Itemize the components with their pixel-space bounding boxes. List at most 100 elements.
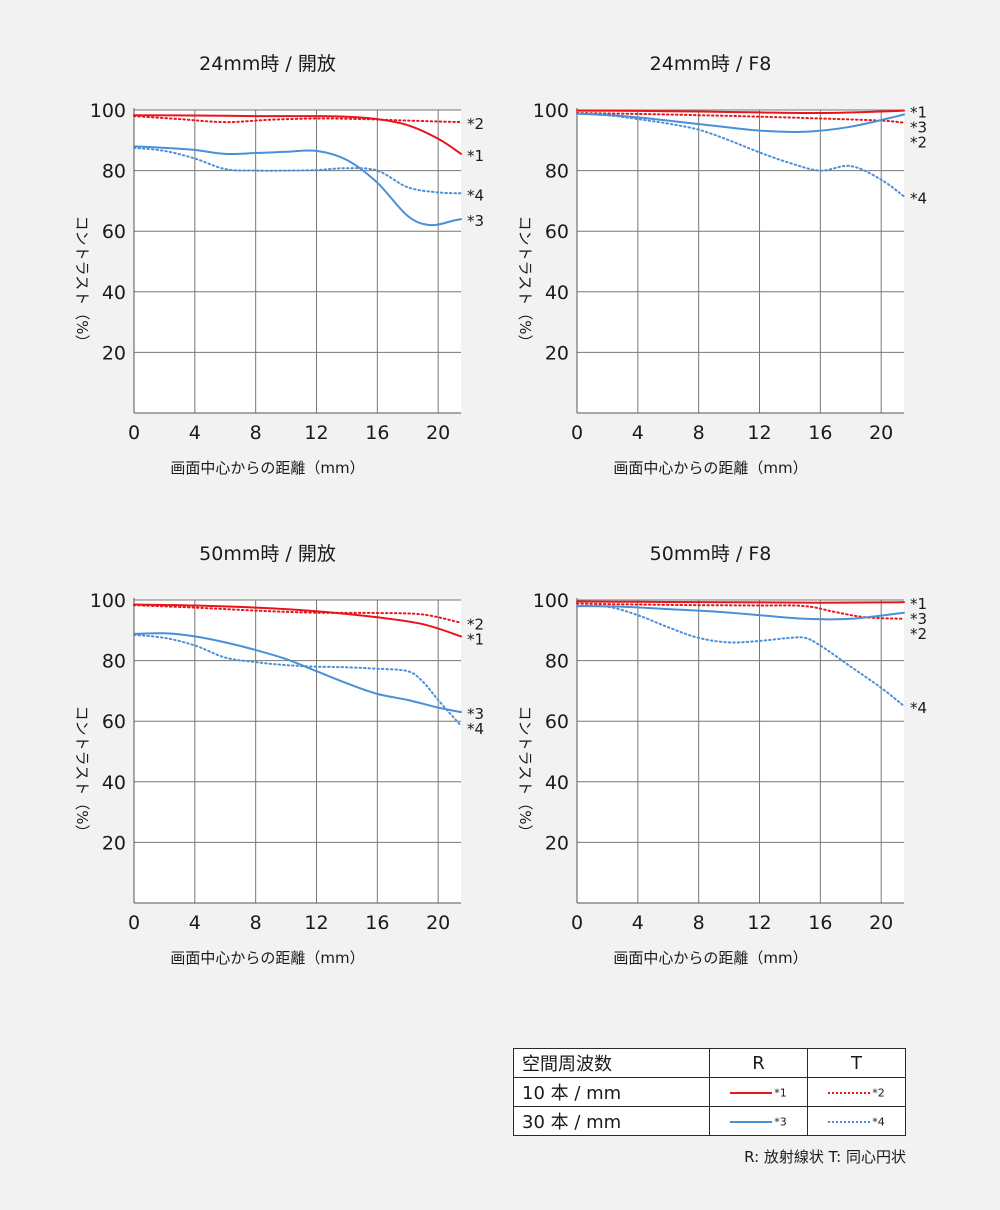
legend-series-label: *4 (872, 1115, 885, 1128)
solid-red-line-icon (730, 1091, 773, 1094)
series-end-label: *2 (467, 616, 484, 634)
y-tick-label: 20 (545, 342, 569, 364)
x-axis-label: 画面中心からの距離（mm） (170, 949, 364, 967)
chart-panel-4: 0 4 8 12 16 20 20 40 60 80 100 50mm時 / F8 画面中心からの距離（… (516, 543, 927, 967)
solid-blue-line-icon (730, 1120, 773, 1123)
x-tick-label: 16 (808, 422, 832, 444)
dotted-blue-line-icon (828, 1120, 871, 1123)
series-line-star1 (576, 109, 905, 115)
series-line-star2 (576, 112, 905, 124)
plot-area (577, 600, 904, 903)
legend-series-label: *3 (774, 1115, 787, 1128)
series-line-star3 (133, 632, 462, 714)
x-axis-label: 画面中心からの距離（mm） (170, 459, 364, 477)
series-end-label: *3 (467, 705, 484, 723)
x-tick-label: 20 (426, 422, 450, 444)
legend-row-label: 30 本 / mm (513, 1106, 710, 1136)
series-line-star3 (576, 112, 905, 134)
y-tick-label: 100 (533, 100, 569, 122)
legend-table: 空間周波数 R T 10 本 / mm *1 *2 30 本 / mm *3 *… (513, 1048, 906, 1136)
x-tick-label: 12 (304, 912, 328, 934)
y-tick-label: 80 (545, 651, 569, 673)
x-tick-label: 4 (632, 422, 644, 444)
x-tick-label: 20 (869, 422, 893, 444)
chart-title: 50mm時 / F8 (650, 543, 772, 565)
x-tick-label: 0 (128, 912, 140, 934)
x-axis-label: 画面中心からの距離（mm） (613, 949, 807, 967)
legend-row-label: 10 本 / mm (513, 1077, 710, 1107)
series-end-label: *4 (910, 189, 927, 207)
y-tick-label: 80 (102, 161, 126, 183)
x-tick-label: 16 (365, 422, 389, 444)
x-tick-label: 4 (189, 912, 201, 934)
chart-panel-1: 0 4 8 12 16 20 20 40 60 80 100 24mm時 / 開放画面中心からの距離（… (73, 53, 484, 477)
chart-title: 24mm時 / 開放 (199, 53, 336, 75)
y-tick-label: 80 (102, 651, 126, 673)
series-end-label: *3 (910, 119, 927, 137)
series-line-star1 (576, 600, 905, 604)
legend-header-t: T (807, 1048, 906, 1078)
y-tick-label: 60 (545, 711, 569, 733)
x-tick-label: 8 (250, 422, 262, 444)
plot-area (577, 110, 904, 413)
series-end-label: *3 (910, 610, 927, 628)
series-line-star2 (133, 115, 462, 124)
series-end-label: *2 (467, 115, 484, 133)
y-axis-label: コントラスト（%） (516, 216, 534, 350)
series-end-label: *2 (910, 134, 927, 152)
x-tick-label: 8 (250, 912, 262, 934)
y-axis-label: コントラスト（%） (73, 706, 91, 840)
series-line-star4 (576, 604, 905, 707)
chart-title: 50mm時 / 開放 (199, 543, 336, 565)
series-end-label: *1 (910, 595, 927, 613)
legend-header-frequency: 空間周波数 (513, 1048, 710, 1078)
legend-swatch-2: *2 (807, 1077, 906, 1107)
legend-footnote: R: 放射線状 T: 同心円状 (744, 1148, 906, 1166)
x-tick-label: 12 (747, 422, 771, 444)
series-line-star4 (133, 633, 462, 727)
plot-area (134, 600, 461, 903)
chart-panel-2: 0 4 8 12 16 20 20 40 60 80 100 24mm時 / F8 画面中心からの距離（… (516, 53, 927, 477)
x-tick-label: 0 (571, 422, 583, 444)
y-tick-label: 20 (102, 832, 126, 854)
legend-header-r: R (709, 1048, 808, 1078)
y-axis-label: コントラスト（%） (73, 216, 91, 350)
legend-series-label: *1 (774, 1086, 787, 1099)
y-tick-label: 60 (102, 221, 126, 243)
series-end-label: *1 (910, 104, 927, 122)
y-axis-label: コントラスト（%） (516, 706, 534, 840)
x-tick-label: 8 (693, 912, 705, 934)
y-tick-label: 40 (102, 772, 126, 794)
series-line-star1 (133, 114, 462, 155)
x-tick-label: 4 (189, 422, 201, 444)
y-tick-label: 60 (545, 221, 569, 243)
series-end-label: *3 (467, 212, 484, 230)
x-axis-label: 画面中心からの距離（mm） (613, 459, 807, 477)
legend-row-10: 10 本 / mm *1 *2 (513, 1077, 906, 1107)
series-end-label: *4 (467, 720, 484, 738)
series-end-label: *1 (467, 631, 484, 649)
x-tick-label: 0 (571, 912, 583, 934)
legend-swatch-1: *1 (709, 1077, 808, 1107)
x-tick-label: 4 (632, 912, 644, 934)
legend-header-row: 空間周波数 R T (513, 1048, 906, 1078)
chart-panel-3: 0 4 8 12 16 20 20 40 60 80 100 50mm時 / 開放画面中心からの距離（… (73, 543, 484, 967)
series-line-star4 (133, 146, 462, 195)
x-tick-label: 12 (304, 422, 328, 444)
series-end-label: *1 (467, 147, 484, 165)
y-tick-label: 100 (533, 590, 569, 612)
series-end-label: *2 (910, 625, 927, 643)
x-tick-label: 20 (426, 912, 450, 934)
series-line-star1 (133, 603, 462, 638)
series-line-star2 (133, 604, 462, 624)
y-tick-label: 100 (90, 100, 126, 122)
legend-swatch-3: *3 (709, 1106, 808, 1136)
series-line-star4 (576, 112, 905, 198)
plot-area (134, 110, 461, 413)
legend-swatch-4: *4 (807, 1106, 906, 1136)
series-end-label: *4 (910, 699, 927, 717)
y-tick-label: 40 (545, 772, 569, 794)
x-tick-label: 12 (747, 912, 771, 934)
x-tick-label: 16 (808, 912, 832, 934)
